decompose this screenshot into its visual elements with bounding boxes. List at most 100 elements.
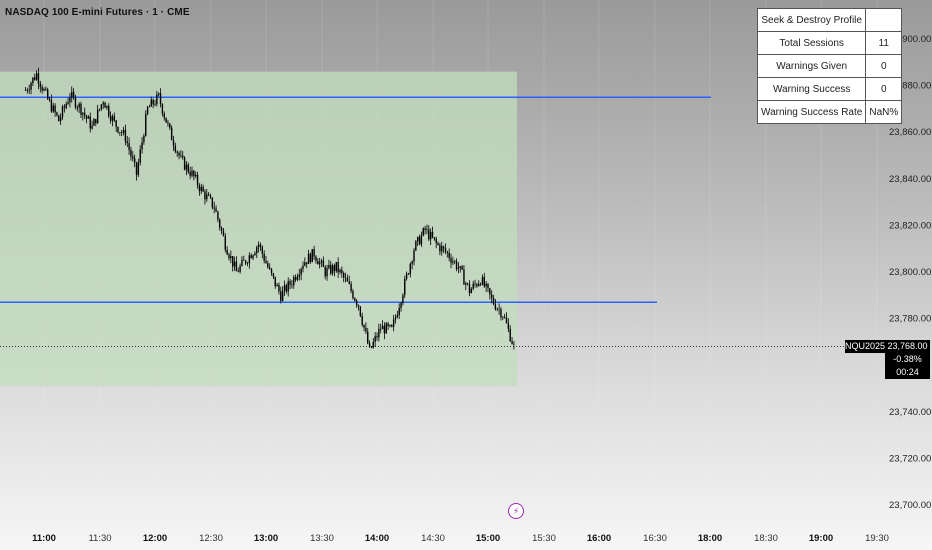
candle-body bbox=[415, 241, 417, 251]
candle-body bbox=[161, 104, 164, 114]
candle-body bbox=[71, 91, 73, 98]
candle-body bbox=[145, 114, 147, 136]
candle-body bbox=[98, 108, 101, 110]
candle-body bbox=[108, 105, 110, 116]
candle-body bbox=[424, 228, 426, 230]
candle-body bbox=[407, 273, 410, 275]
candle-body bbox=[45, 89, 47, 90]
candle-body bbox=[58, 115, 60, 122]
candle-body bbox=[315, 256, 317, 261]
candle-body bbox=[170, 127, 173, 141]
candle-body bbox=[296, 276, 299, 280]
candle-body bbox=[80, 103, 82, 115]
candle-body bbox=[202, 186, 204, 192]
candle-body bbox=[209, 195, 212, 198]
candle-body bbox=[87, 116, 90, 119]
candle-body bbox=[169, 123, 171, 128]
candle-body bbox=[239, 265, 241, 272]
candle-body bbox=[468, 283, 471, 294]
candle-body bbox=[472, 283, 474, 289]
candle-body bbox=[337, 262, 339, 273]
candle-body bbox=[226, 249, 228, 255]
candle-body bbox=[411, 261, 413, 264]
candle-body bbox=[85, 115, 88, 119]
price-change-tag: -0.38% bbox=[885, 353, 930, 366]
candle-body bbox=[167, 122, 169, 124]
candle-body bbox=[476, 284, 478, 286]
candle-body bbox=[307, 253, 310, 264]
candle-body bbox=[326, 268, 328, 277]
candle-body bbox=[313, 249, 315, 257]
candle-body bbox=[306, 262, 308, 264]
candle-body bbox=[361, 316, 363, 325]
candle-body bbox=[132, 156, 134, 159]
profile-table: Seek & Destroy Profile Total Sessions 11… bbox=[756, 8, 903, 124]
candle-body bbox=[489, 288, 491, 295]
candle-body bbox=[104, 102, 106, 108]
candle-body bbox=[76, 107, 78, 109]
candle-body bbox=[272, 273, 275, 277]
x-tick-label: 11:30 bbox=[88, 533, 111, 544]
last-price-tag: 23,768.00 bbox=[885, 340, 930, 353]
candle-body bbox=[413, 250, 415, 262]
candle-body bbox=[82, 112, 84, 115]
candle-body bbox=[195, 174, 197, 177]
candle-body bbox=[198, 185, 201, 191]
candle-body bbox=[224, 235, 226, 250]
candle-body bbox=[374, 336, 376, 342]
candle-body bbox=[328, 264, 330, 269]
candle-body bbox=[48, 99, 51, 100]
candle-body bbox=[89, 116, 91, 129]
candle-body bbox=[492, 297, 495, 305]
lightning-icon[interactable]: ⚡ bbox=[508, 503, 524, 519]
candle-body bbox=[204, 191, 206, 200]
candle-body bbox=[359, 306, 362, 317]
candle-body bbox=[461, 266, 463, 270]
candle-body bbox=[276, 284, 278, 287]
candle-body bbox=[154, 104, 156, 105]
candle-body bbox=[389, 324, 391, 327]
candle-body bbox=[163, 113, 165, 118]
candle-body bbox=[182, 155, 184, 158]
candle-body bbox=[344, 277, 347, 279]
profile-table-header-row: Seek & Destroy Profile bbox=[756, 8, 903, 32]
candle-body bbox=[294, 277, 297, 280]
x-tick-label: 19:30 bbox=[865, 533, 889, 544]
candle-body bbox=[165, 117, 167, 123]
candle-body bbox=[505, 317, 508, 324]
candle-body bbox=[222, 230, 225, 236]
total-sessions-label: Total Sessions bbox=[756, 31, 867, 55]
candle-body bbox=[126, 141, 128, 144]
candle-body bbox=[380, 328, 382, 330]
candle-body bbox=[470, 288, 473, 294]
candle-body bbox=[446, 251, 448, 253]
x-tick-label: 15:00 bbox=[476, 533, 500, 544]
candle-body bbox=[24, 90, 27, 91]
candle-body bbox=[357, 304, 360, 307]
candle-body bbox=[417, 236, 419, 242]
candle-body bbox=[511, 341, 513, 344]
candle-body bbox=[509, 328, 511, 342]
candle-body bbox=[232, 256, 234, 267]
candle-body bbox=[178, 152, 180, 156]
x-tick-label: 18:30 bbox=[754, 533, 778, 544]
candle-body bbox=[513, 343, 515, 345]
candle-body bbox=[35, 73, 38, 80]
candle-body bbox=[259, 244, 262, 247]
candle-body bbox=[119, 132, 121, 133]
candle-body bbox=[372, 341, 374, 348]
candle-body bbox=[122, 129, 125, 133]
candle-body bbox=[200, 186, 202, 191]
candle-body bbox=[47, 89, 49, 100]
candle-body bbox=[402, 295, 404, 304]
candle-body bbox=[465, 283, 467, 285]
candle-body bbox=[37, 73, 40, 84]
candle-body bbox=[211, 197, 214, 208]
candle-body bbox=[278, 284, 280, 292]
candle-body bbox=[130, 149, 132, 157]
candle-body bbox=[111, 116, 114, 121]
candle-body bbox=[281, 290, 284, 301]
warning-success-label: Warning Success bbox=[756, 77, 867, 101]
candle-body bbox=[474, 283, 476, 285]
